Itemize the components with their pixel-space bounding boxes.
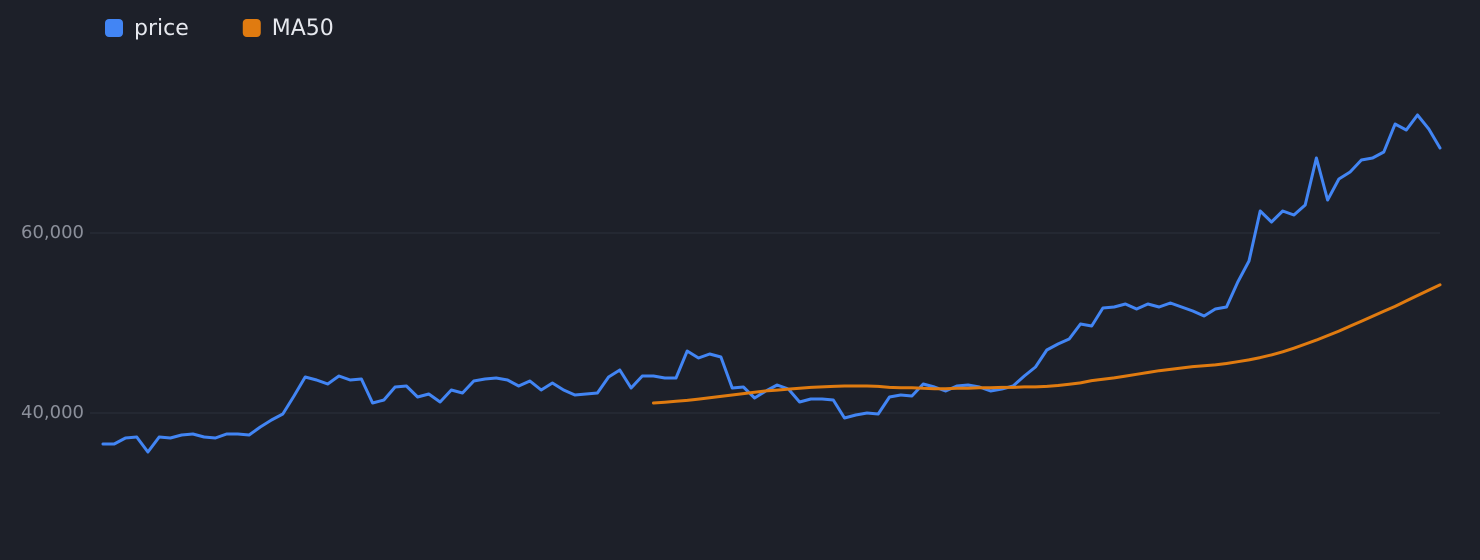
legend-swatch: [105, 19, 123, 37]
legend-label: MA50: [272, 16, 334, 41]
y-tick-label: 40,000: [21, 402, 84, 423]
legend-swatch: [242, 19, 261, 37]
legend-item: price: [105, 16, 189, 41]
legend-label: price: [134, 16, 189, 41]
series-line: [652, 283, 1442, 405]
y-tick-label: 60,000: [21, 222, 84, 243]
legend-item: MA50: [242, 16, 334, 41]
series-line: [101, 113, 1442, 454]
